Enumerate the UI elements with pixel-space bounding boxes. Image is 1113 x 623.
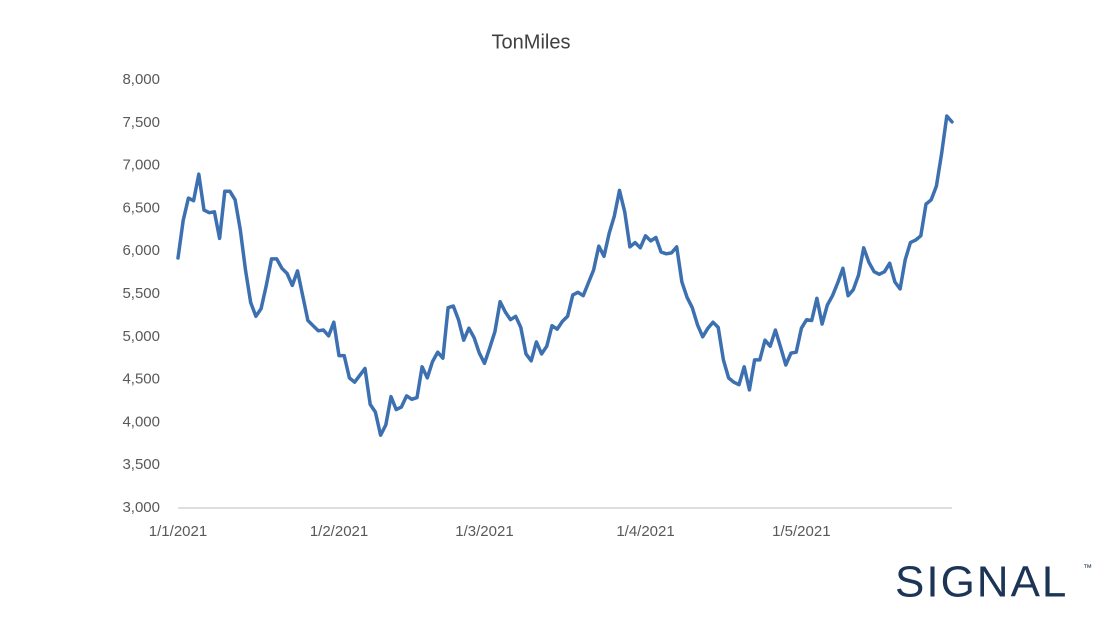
x-tick-label: 1/2/2021	[310, 523, 368, 540]
y-tick-label: 7,000	[122, 157, 160, 174]
x-tick-label: 1/3/2021	[455, 523, 513, 540]
x-tick-label: 1/4/2021	[616, 523, 674, 540]
y-tick-label: 7,500	[122, 114, 160, 131]
y-tick-label: 5,500	[122, 285, 160, 302]
x-tick-label: 1/5/2021	[772, 523, 830, 540]
chart-title: TonMiles	[492, 31, 571, 53]
y-tick-label: 8,000	[122, 71, 160, 88]
logo: SIGNAL	[895, 558, 1068, 607]
line-series	[176, 114, 954, 437]
y-tick-label: 4,000	[122, 413, 160, 430]
y-tick-label: 3,500	[122, 456, 160, 473]
y-tick-label: 6,000	[122, 242, 160, 259]
y-tick-label: 6,500	[122, 199, 160, 216]
y-tick-label: 3,000	[122, 499, 160, 516]
y-tick-label: 4,500	[122, 371, 160, 388]
x-tick-label: 1/1/2021	[149, 523, 207, 540]
y-tick-label: 5,000	[122, 328, 160, 345]
logo-mark: ™	[1083, 562, 1092, 572]
